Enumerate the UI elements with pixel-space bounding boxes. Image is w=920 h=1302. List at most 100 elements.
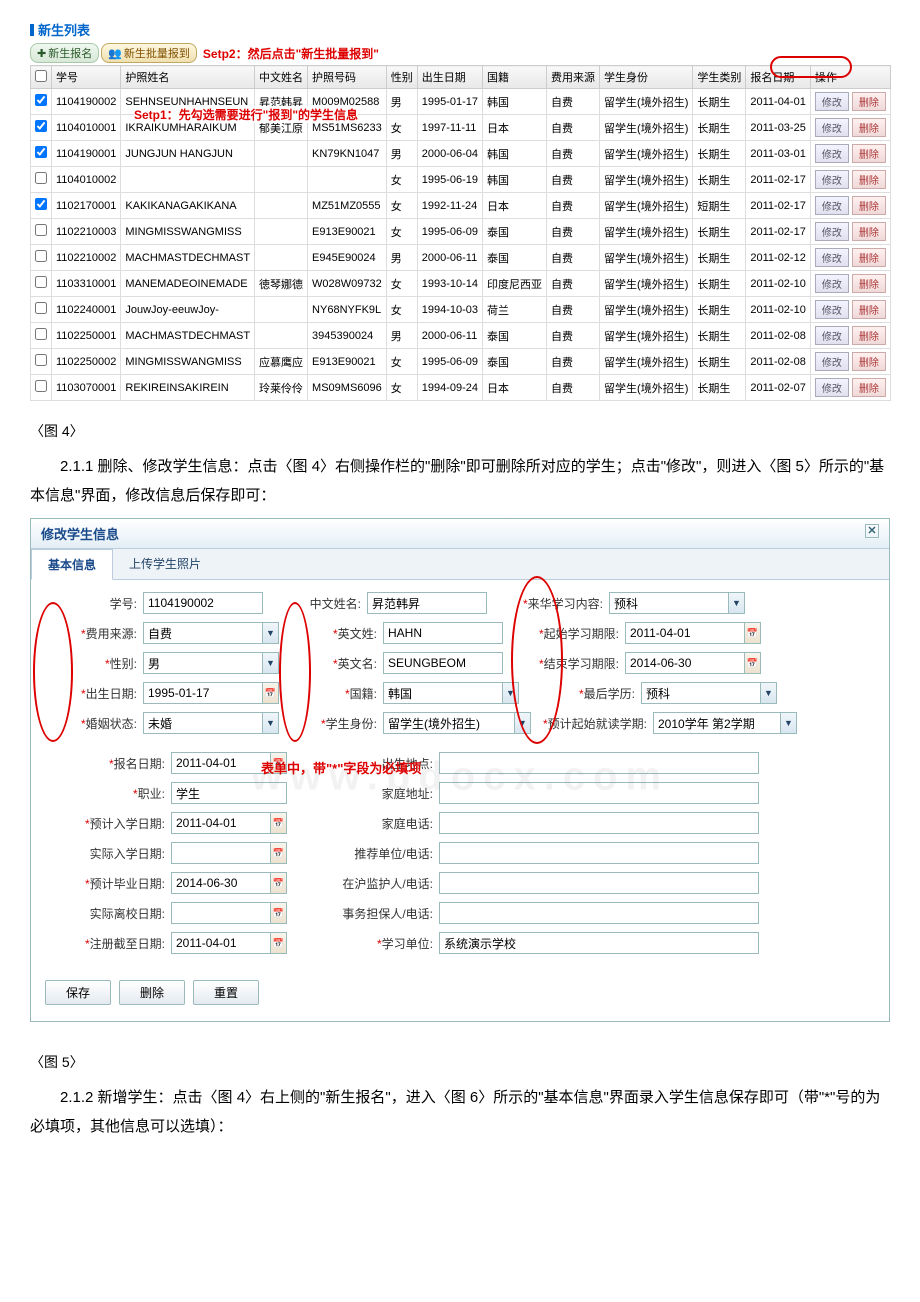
- calendar-icon[interactable]: 📅: [745, 652, 761, 674]
- close-icon[interactable]: ✕: [865, 524, 879, 538]
- sid-input[interactable]: [143, 592, 263, 614]
- chevron-down-icon[interactable]: ▼: [503, 682, 519, 704]
- cell: 1993-10-14: [417, 271, 482, 297]
- signup-button[interactable]: ✚新生报名: [30, 43, 99, 63]
- row-checkbox[interactable]: [35, 302, 47, 314]
- start-input[interactable]: [625, 622, 745, 644]
- edit-button[interactable]: 修改: [815, 118, 849, 137]
- reset-button[interactable]: 重置: [193, 980, 259, 1005]
- ain-input[interactable]: [171, 842, 271, 864]
- row-checkbox[interactable]: [35, 224, 47, 236]
- calendar-icon[interactable]: 📅: [271, 902, 287, 924]
- edit-button[interactable]: 修改: [815, 170, 849, 189]
- calendar-icon[interactable]: 📅: [271, 752, 287, 774]
- calendar-icon[interactable]: 📅: [271, 812, 287, 834]
- unit-input[interactable]: [439, 932, 759, 954]
- addr-input[interactable]: [439, 782, 759, 804]
- ens-input[interactable]: [383, 622, 503, 644]
- edu-input[interactable]: [641, 682, 761, 704]
- sex-input[interactable]: [143, 652, 263, 674]
- aot-input[interactable]: [171, 902, 271, 924]
- row-checkbox[interactable]: [35, 250, 47, 262]
- chevron-down-icon[interactable]: ▼: [263, 652, 279, 674]
- edit-button[interactable]: 修改: [815, 92, 849, 111]
- end-input[interactable]: [625, 652, 745, 674]
- chevron-down-icon[interactable]: ▼: [729, 592, 745, 614]
- batch-button[interactable]: 👥新生批量报到: [101, 43, 197, 63]
- edit-button[interactable]: 修改: [815, 196, 849, 215]
- calendar-icon[interactable]: 📅: [271, 932, 287, 954]
- del-button[interactable]: 删除: [852, 352, 886, 371]
- chevron-down-icon[interactable]: ▼: [263, 712, 279, 734]
- grd-input[interactable]: [439, 872, 759, 894]
- cn-input[interactable]: [367, 592, 487, 614]
- row-checkbox[interactable]: [35, 276, 47, 288]
- term-input[interactable]: [653, 712, 781, 734]
- del-button[interactable]: 删除: [852, 326, 886, 345]
- cell: 女: [386, 375, 417, 401]
- lbl-ain: 实际入学日期:: [45, 845, 165, 862]
- del-button[interactable]: 删除: [852, 378, 886, 397]
- del-button[interactable]: 删除: [852, 222, 886, 241]
- edit-button[interactable]: 修改: [815, 326, 849, 345]
- del-button[interactable]: 删除: [852, 92, 886, 111]
- del-button[interactable]: 删除: [852, 118, 886, 137]
- cell: 留学生(境外招生): [600, 245, 693, 271]
- pin-input[interactable]: [171, 812, 271, 834]
- row-checkbox[interactable]: [35, 198, 47, 210]
- tel-input[interactable]: [439, 812, 759, 834]
- pgr-input[interactable]: [171, 872, 271, 894]
- select-all[interactable]: [35, 70, 47, 82]
- row-checkbox[interactable]: [35, 146, 47, 158]
- cell: MACHMASTDECHMAST: [121, 245, 255, 271]
- del-button[interactable]: 删除: [852, 300, 886, 319]
- row-checkbox[interactable]: [35, 380, 47, 392]
- edit-button[interactable]: 修改: [815, 352, 849, 371]
- bp-input[interactable]: [439, 752, 759, 774]
- row-checkbox[interactable]: [35, 328, 47, 340]
- tab-basic[interactable]: 基本信息: [31, 549, 113, 580]
- edit-button[interactable]: 修改: [815, 248, 849, 267]
- chevron-down-icon[interactable]: ▼: [761, 682, 777, 704]
- calendar-icon[interactable]: 📅: [271, 872, 287, 894]
- chevron-down-icon[interactable]: ▼: [781, 712, 797, 734]
- row-checkbox[interactable]: [35, 120, 47, 132]
- del-button[interactable]: 删除: [852, 170, 886, 189]
- nat-input[interactable]: [383, 682, 503, 704]
- cell: 女: [386, 167, 417, 193]
- src-input[interactable]: [143, 622, 263, 644]
- delete-button[interactable]: 删除: [119, 980, 185, 1005]
- row-checkbox[interactable]: [35, 94, 47, 106]
- col-header: 中文姓名: [255, 66, 308, 89]
- job-input[interactable]: [171, 782, 287, 804]
- cell: 自费: [547, 271, 600, 297]
- rtl-input[interactable]: [171, 932, 271, 954]
- enn-input[interactable]: [383, 652, 503, 674]
- chevron-down-icon[interactable]: ▼: [263, 622, 279, 644]
- row-checkbox[interactable]: [35, 172, 47, 184]
- cell: 2011-02-08: [746, 349, 810, 375]
- sur-input[interactable]: [439, 902, 759, 924]
- calendar-icon[interactable]: 📅: [271, 842, 287, 864]
- edit-button[interactable]: 修改: [815, 300, 849, 319]
- del-button[interactable]: 删除: [852, 248, 886, 267]
- edit-button[interactable]: 修改: [815, 222, 849, 241]
- calendar-icon[interactable]: 📅: [745, 622, 761, 644]
- del-button[interactable]: 删除: [852, 144, 886, 163]
- del-button[interactable]: 删除: [852, 196, 886, 215]
- calendar-icon[interactable]: 📅: [263, 682, 279, 704]
- topic-input[interactable]: [609, 592, 729, 614]
- del-button[interactable]: 删除: [852, 274, 886, 293]
- mar-input[interactable]: [143, 712, 263, 734]
- idn-input[interactable]: [383, 712, 515, 734]
- edit-button[interactable]: 修改: [815, 274, 849, 293]
- save-button[interactable]: 保存: [45, 980, 111, 1005]
- dob-input[interactable]: [143, 682, 263, 704]
- tab-photo[interactable]: 上传学生照片: [113, 549, 217, 579]
- chevron-down-icon[interactable]: ▼: [515, 712, 531, 734]
- regd-input[interactable]: [171, 752, 271, 774]
- edit-button[interactable]: 修改: [815, 378, 849, 397]
- edit-button[interactable]: 修改: [815, 144, 849, 163]
- row-checkbox[interactable]: [35, 354, 47, 366]
- rec-input[interactable]: [439, 842, 759, 864]
